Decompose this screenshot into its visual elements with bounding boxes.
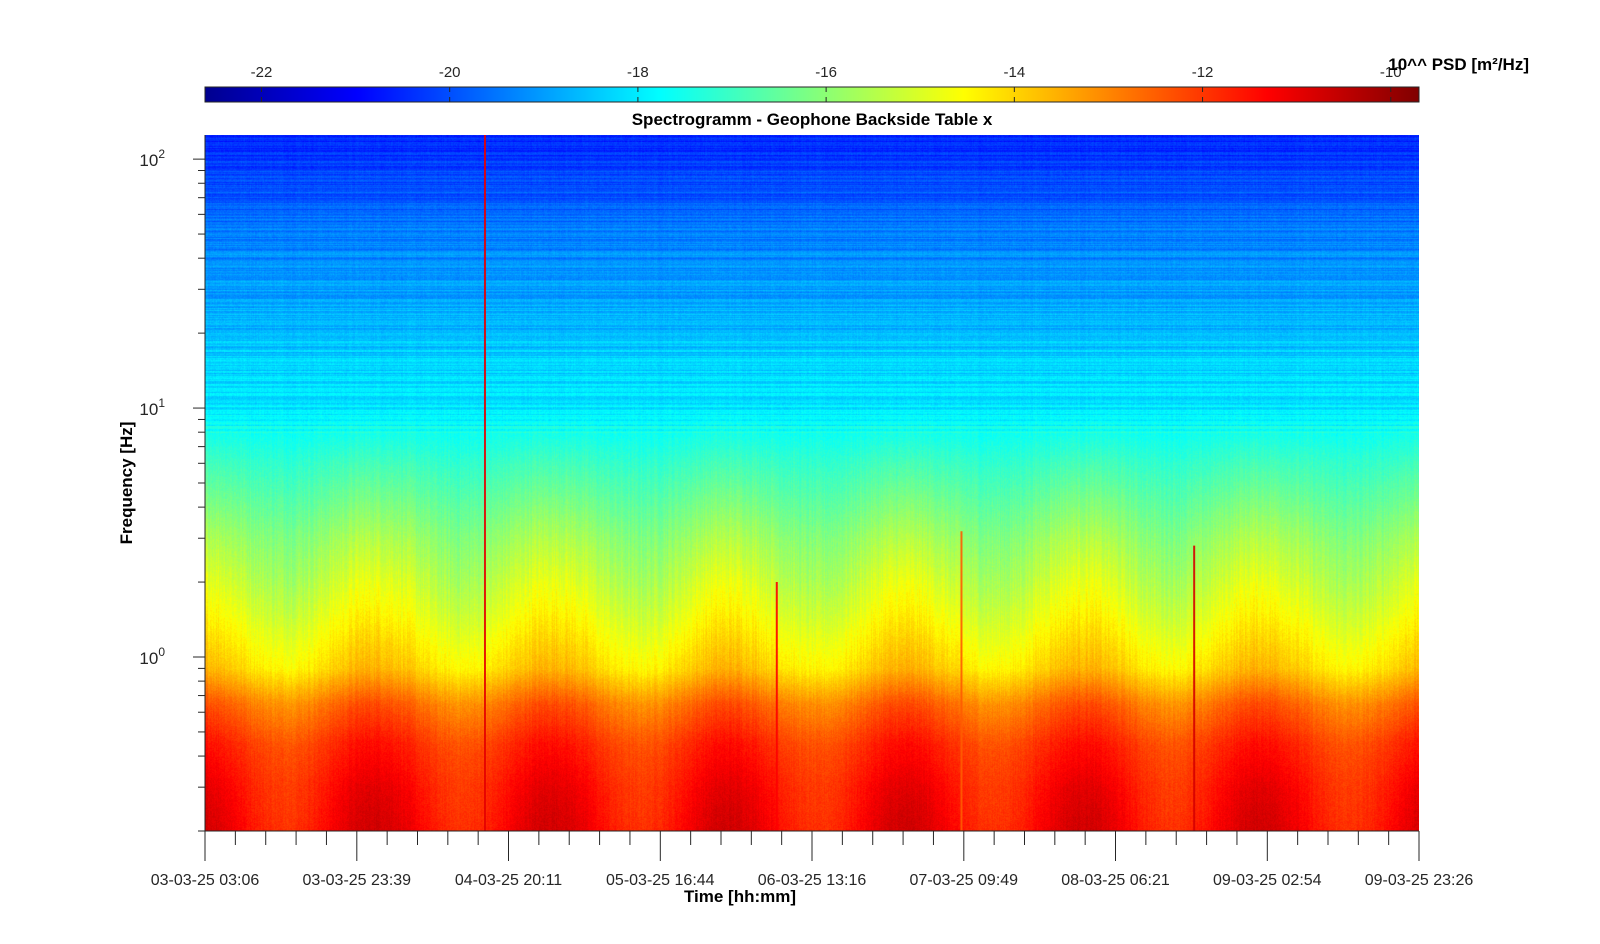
y-tick-label: 100 bbox=[139, 645, 165, 668]
colorbar-tick-label: -16 bbox=[815, 64, 837, 81]
plot-area bbox=[205, 135, 1419, 831]
y-tick-label: 102 bbox=[139, 147, 165, 170]
colorbar-tick-label: -14 bbox=[1003, 64, 1025, 81]
x-tick-label: 07-03-25 09:49 bbox=[910, 872, 1019, 889]
x-tick-label: 09-03-25 23:26 bbox=[1365, 872, 1474, 889]
colorbar-tick-label: -20 bbox=[439, 64, 461, 81]
chart-title: Spectrogramm - Geophone Backside Table x bbox=[632, 110, 993, 129]
y-axis-label: Frequency [Hz] bbox=[117, 422, 136, 545]
x-tick-label: 04-03-25 20:11 bbox=[455, 872, 562, 889]
x-tick-label: 06-03-25 13:16 bbox=[758, 872, 867, 889]
colorbar-tick-label: -12 bbox=[1192, 64, 1214, 81]
x-tick-label: 09-03-25 02:54 bbox=[1213, 872, 1322, 889]
colorbar-ticks: -22 -20 -18 -16 -14 -12 -10 bbox=[251, 64, 1402, 102]
y-tick-exponent: 2 bbox=[158, 147, 165, 161]
x-tick-label: 03-03-25 23:39 bbox=[303, 872, 412, 889]
colorbar: -22 -20 -18 -16 -14 -12 -10 10^^ PSD [m²/Hz] bbox=[204, 55, 1529, 103]
y-tick-exponent: 0 bbox=[158, 645, 165, 659]
x-tick-label: 05-03-25 16:44 bbox=[606, 872, 715, 889]
y-tick-label: 101 bbox=[139, 396, 165, 419]
colorbar-label: 10^^ PSD [m²/Hz] bbox=[1388, 55, 1529, 74]
x-axis-label: Time [hh:mm] bbox=[684, 887, 796, 906]
x-tick-label: 08-03-25 06:21 bbox=[1061, 872, 1170, 889]
x-tick-label: 03-03-25 03:06 bbox=[151, 872, 260, 889]
event-lines bbox=[483, 135, 1196, 831]
colorbar-tick-label: -10 bbox=[1380, 64, 1402, 81]
colorbar-tick-label: -18 bbox=[627, 64, 649, 81]
colorbar-gradient bbox=[204, 86, 1420, 103]
x-ticks: 03-03-25 03:06 03-03-25 23:39 04-03-25 20:… bbox=[151, 831, 1474, 889]
heatmap-image-container bbox=[205, 135, 1419, 831]
x-axis: 03-03-25 03:06 03-03-25 23:39 04-03-25 20:… bbox=[151, 830, 1474, 906]
y-tick-exponent: 1 bbox=[158, 396, 165, 410]
heatmap-canvas bbox=[205, 135, 1419, 831]
colorbar-tick-label: -22 bbox=[251, 64, 273, 81]
